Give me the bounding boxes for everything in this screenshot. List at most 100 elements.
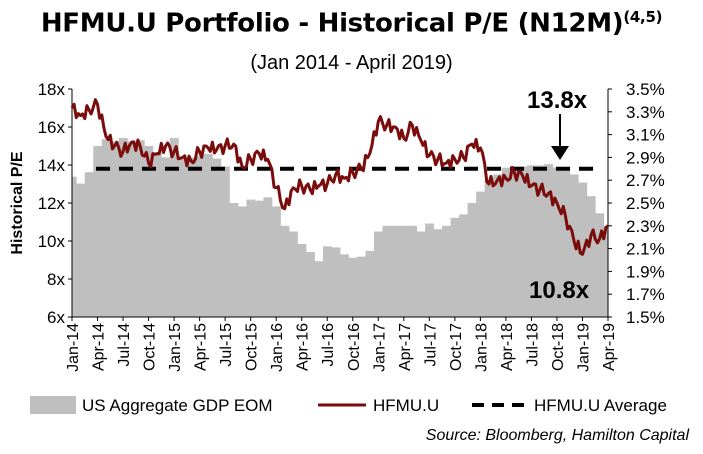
gdp-area-bar	[408, 225, 417, 317]
gdp-area-bar	[72, 176, 77, 317]
y-tick-label: 10x	[38, 232, 66, 251]
gdp-area-bar	[493, 174, 503, 317]
gdp-area-bar	[203, 153, 213, 317]
gdp-area-bar	[152, 152, 162, 317]
gdp-area-bar	[348, 257, 358, 317]
x-tick-label: Jan-19	[575, 323, 592, 372]
x-tick-label: Jan-16	[269, 323, 286, 372]
y2-tick-label: 2.9%	[626, 148, 665, 167]
legend-swatch-gdp	[30, 396, 76, 414]
gdp-area-bar	[263, 197, 273, 317]
gdp-area-bar	[391, 225, 400, 317]
y2-tick-label: 3.5%	[626, 80, 665, 99]
x-tick-label: Apr-14	[91, 323, 108, 371]
legend-label-average: HFMU.U Average	[534, 396, 667, 415]
hfmu-pe-line	[70, 98, 609, 256]
chart-title-superscript: (4,5)	[623, 8, 663, 26]
y2-tick-label: 3.1%	[626, 126, 665, 145]
x-tick-label: Oct-17	[448, 323, 465, 371]
annotation-current: 10.8x	[529, 277, 590, 304]
source-note: Source: Bloomberg, Hamilton Capital	[425, 427, 689, 444]
gdp-area-bar	[271, 206, 281, 317]
legend-label-line: HFMU.U	[373, 396, 439, 415]
gdp-area-bar	[178, 157, 188, 317]
gdp-area-bar	[399, 225, 409, 317]
gdp-area-bar	[561, 169, 571, 317]
gdp-area-bar	[510, 166, 520, 317]
y2-tick-label: 2.1%	[626, 240, 665, 259]
y2-tick-label: 2.5%	[626, 194, 665, 213]
gdp-area-bar	[297, 244, 307, 317]
gdp-area-bar	[331, 247, 341, 317]
x-tick-label: Jan-17	[371, 323, 388, 372]
chart-title: HFMU.U Portfolio - Historical P/E (N12M)…	[0, 8, 703, 39]
x-tick-label: Oct-18	[550, 323, 567, 371]
gdp-area-bar	[382, 225, 392, 317]
annotation-arrow-head	[551, 146, 569, 160]
gdp-area-bar	[220, 166, 230, 317]
gdp-area-bar	[127, 141, 137, 317]
gdp-area-bar	[544, 164, 554, 317]
x-tick-label: Jan-14	[65, 323, 82, 372]
y2-tick-label: 1.7%	[626, 285, 665, 304]
y-tick-label: 16x	[38, 118, 66, 137]
gdp-area-bar	[322, 246, 332, 317]
gdp-area-bar	[527, 165, 537, 317]
x-tick-label: Apr-18	[499, 323, 516, 371]
gdp-area-bar	[518, 166, 528, 317]
y-tick-label: 18x	[38, 80, 66, 99]
gdp-area-bar	[416, 231, 426, 317]
gdp-area-bar	[442, 225, 452, 317]
y-tick-label: 8x	[47, 270, 65, 289]
y-axis-title: Historical P/E	[9, 151, 26, 254]
gdp-area-bar	[467, 203, 477, 317]
gdp-area-bar	[237, 206, 247, 317]
x-tick-label: Jul-14	[116, 323, 133, 367]
x-tick-label: Jul-18	[524, 323, 541, 367]
x-tick-label: Jan-15	[167, 323, 184, 372]
gdp-area-bar	[93, 146, 103, 317]
gdp-area-bar	[254, 200, 264, 317]
y2-tick-label: 3.3%	[626, 103, 665, 122]
gdp-area-bar	[101, 139, 111, 317]
x-tick-label: Apr-15	[193, 323, 210, 371]
pe-line-layer	[70, 98, 609, 256]
gdp-area-bar	[169, 138, 179, 317]
gdp-area-bar	[246, 199, 256, 317]
y2-tick-label: 1.9%	[626, 262, 665, 281]
gdp-area-bar	[603, 225, 609, 317]
gdp-area-bar	[357, 256, 366, 317]
x-tick-label: Oct-14	[142, 323, 159, 371]
gdp-area-bar	[76, 183, 86, 317]
gdp-area-bar	[144, 146, 154, 317]
gdp-area-bar	[135, 140, 145, 317]
x-tick-label: Jul-17	[422, 323, 439, 367]
gdp-area-bar	[84, 172, 94, 317]
y2-tick-label: 2.3%	[626, 217, 665, 236]
gdp-area-bar	[305, 252, 315, 317]
gdp-area-bar	[314, 261, 324, 317]
x-tick-label: Jul-15	[218, 323, 235, 367]
y2-tick-label: 1.5%	[626, 308, 665, 327]
chart-subtitle: (Jan 2014 - April 2019)	[250, 52, 453, 74]
x-tick-label: Apr-19	[601, 323, 618, 371]
y-tick-label: 14x	[38, 156, 66, 175]
gdp-area-bar	[195, 156, 205, 317]
gdp-area-bar	[552, 167, 562, 317]
gdp-area-bar	[433, 229, 443, 317]
gdp-area-bar	[365, 250, 375, 317]
gdp-area-bar	[118, 138, 128, 317]
gdp-area-bar	[501, 167, 511, 317]
y2-tick-label: 2.7%	[626, 171, 665, 190]
gdp-area-bar	[161, 157, 171, 317]
axes-layer: 6x 8x 10x 12x 14x 16x 18x 1.5% 1.7% 1.9% 2.1% 2.3% 2…	[9, 80, 665, 372]
x-tick-label: Jan-18	[473, 323, 490, 372]
gdp-area-bar	[374, 231, 383, 317]
gdp-area-bar	[280, 225, 290, 317]
gdp-area-bar	[229, 203, 239, 317]
gdp-area-bar	[484, 180, 494, 317]
gdp-area-bar	[459, 214, 469, 317]
gdp-area-bar	[186, 157, 196, 317]
x-tick-label: Apr-16	[295, 323, 312, 371]
